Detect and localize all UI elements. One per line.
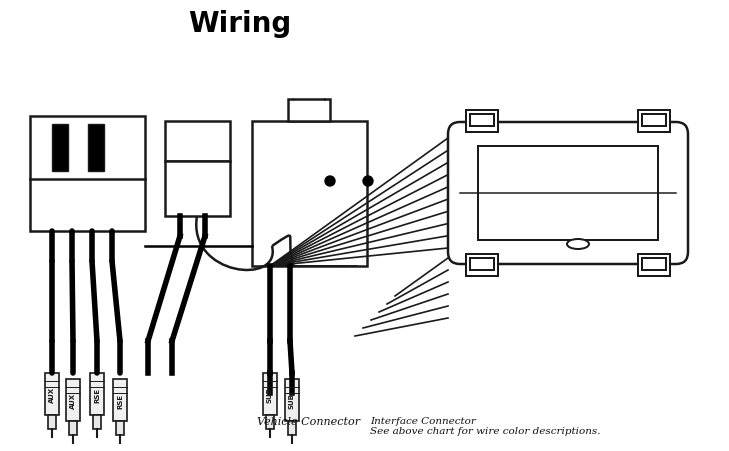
Bar	[45, 373, 59, 415]
Bar	[52, 125, 68, 172]
Bar	[642, 115, 666, 127]
Bar	[478, 147, 658, 240]
Bar	[266, 415, 274, 429]
Bar	[165, 161, 230, 216]
Bar	[116, 421, 124, 435]
Bar	[93, 415, 101, 429]
Bar	[466, 254, 498, 276]
Bar	[90, 373, 104, 415]
Bar	[48, 415, 56, 429]
Text: Vehicle Connector: Vehicle Connector	[257, 416, 361, 426]
Bar	[470, 115, 494, 127]
Text: AUX: AUX	[70, 392, 76, 408]
Bar	[470, 258, 494, 271]
Bar	[113, 379, 127, 421]
Text: SUB: SUB	[289, 392, 295, 408]
Ellipse shape	[567, 239, 589, 249]
Text: SUB: SUB	[267, 386, 273, 402]
Circle shape	[325, 177, 335, 187]
Text: AUX: AUX	[49, 386, 55, 402]
Bar	[289, 100, 330, 122]
Bar	[30, 117, 145, 231]
Text: Interface Connector
See above chart for wire color descriptions.: Interface Connector See above chart for …	[370, 416, 601, 435]
Text: RSE: RSE	[117, 392, 123, 408]
Text: Wiring: Wiring	[188, 10, 292, 38]
Bar	[285, 379, 299, 421]
Bar	[263, 373, 277, 415]
Bar	[288, 421, 296, 435]
Bar	[252, 122, 367, 267]
Bar	[69, 421, 77, 435]
Circle shape	[363, 177, 373, 187]
Bar	[88, 125, 104, 172]
Bar	[638, 111, 670, 133]
Text: RSE: RSE	[94, 387, 100, 402]
Bar	[642, 258, 666, 271]
Bar	[295, 94, 324, 118]
Bar	[638, 254, 670, 276]
Bar	[165, 122, 230, 161]
FancyBboxPatch shape	[448, 123, 688, 264]
Bar	[466, 111, 498, 133]
Bar	[66, 379, 80, 421]
